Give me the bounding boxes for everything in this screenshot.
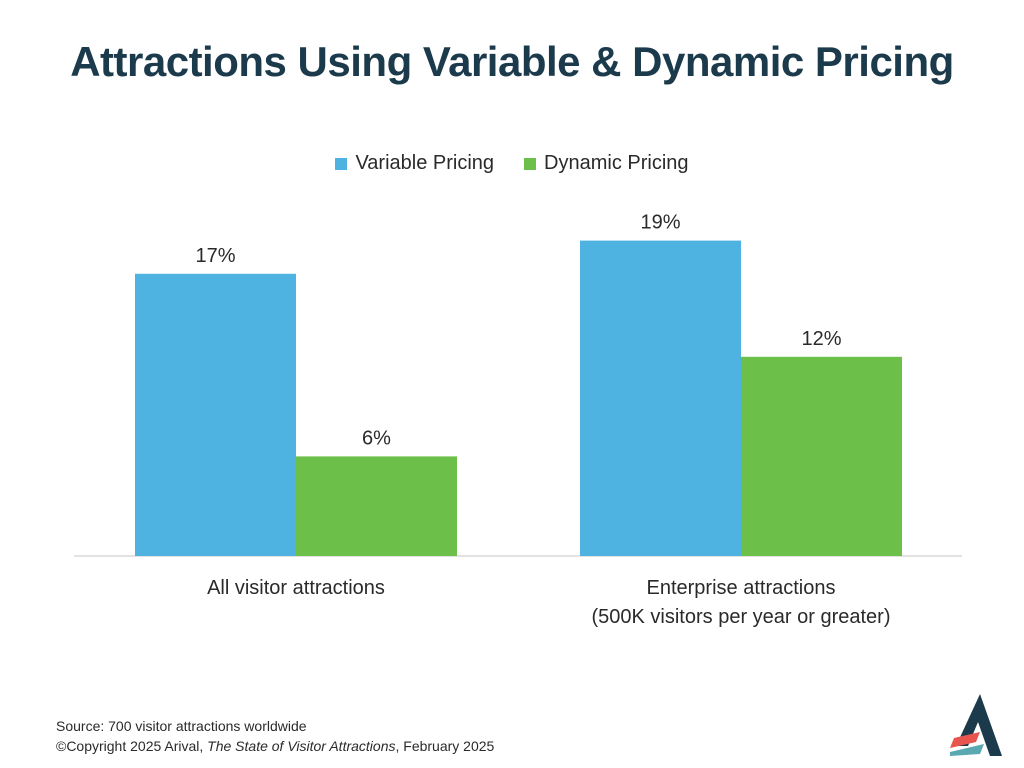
legend-label-variable: Variable Pricing: [355, 152, 495, 174]
bar-variable-0: [135, 273, 296, 556]
bar-variable-1: [580, 240, 741, 556]
arival-logo-icon: [950, 694, 1002, 761]
copyright-suffix: , February 2025: [395, 738, 495, 754]
copyright-prefix: ©Copyright 2025 Arival,: [56, 738, 208, 754]
chart-title: Attractions Using Variable & Dynamic Pri…: [70, 38, 954, 85]
source-line: Source: 700 visitor attractions worldwid…: [56, 718, 307, 734]
data-label: 12%: [801, 328, 841, 350]
legend-label-dynamic: Dynamic Pricing: [544, 152, 689, 174]
category-label: Enterprise attractions: [647, 577, 836, 599]
data-label: 19%: [640, 212, 680, 234]
copyright-publication: The State of Visitor Attractions: [207, 738, 396, 754]
source-note: Source: 700 visitor attractions worldwid…: [56, 716, 494, 756]
bar-dynamic-1: [741, 356, 902, 556]
legend: Variable Pricing Dynamic Pricing: [0, 152, 1024, 175]
legend-item-variable: Variable Pricing: [335, 152, 494, 175]
data-label: 6%: [362, 427, 391, 449]
data-label: 17%: [195, 245, 235, 267]
copyright-line: ©Copyright 2025 Arival, The State of Vis…: [56, 736, 494, 756]
category-label: All visitor attractions: [207, 577, 385, 599]
bar-chart: 17% 6% All visitor attractions 19% 12% Enterp…: [74, 212, 962, 628]
legend-swatch-variable: [335, 157, 348, 170]
category-label: (500K visitors per year or greater): [591, 606, 890, 628]
legend-swatch-dynamic: [524, 157, 537, 170]
legend-item-dynamic: Dynamic Pricing: [524, 152, 689, 175]
bar-dynamic-0: [296, 456, 457, 556]
